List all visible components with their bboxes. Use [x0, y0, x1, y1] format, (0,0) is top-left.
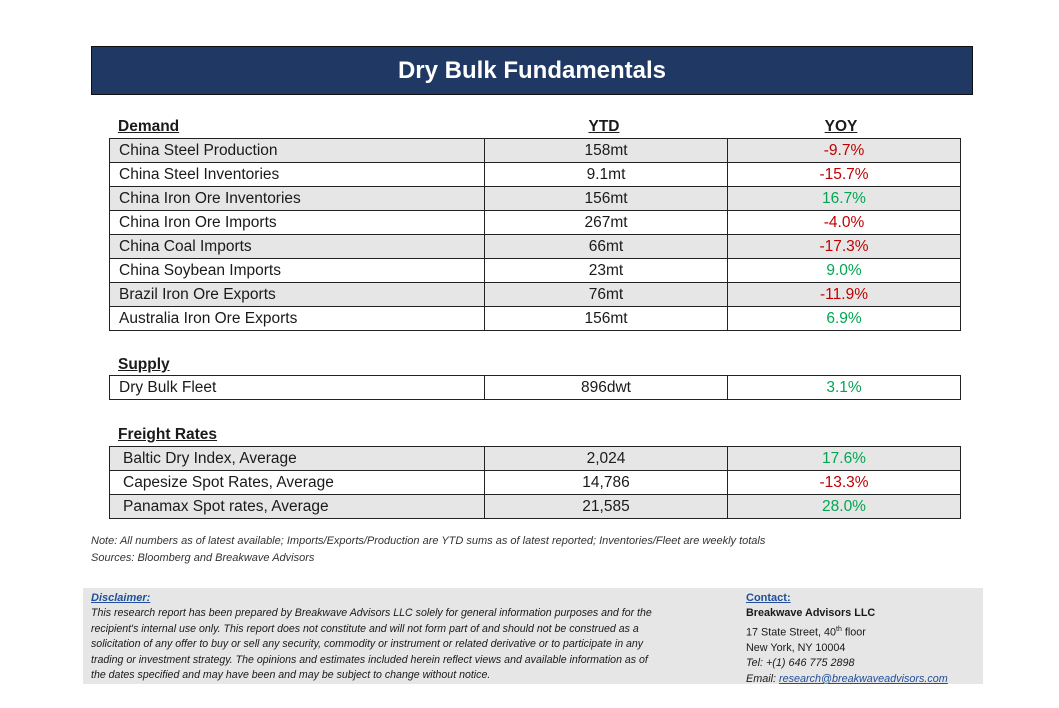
contact-street: 17 State Street, 40th floor	[746, 625, 866, 639]
yoy-change-cell: -17.3%	[727, 234, 961, 259]
metric-name-cell: Capesize Spot Rates, Average	[109, 470, 485, 495]
ytd-value-cell: 158mt	[484, 138, 728, 163]
yoy-change-cell: 3.1%	[727, 375, 961, 400]
contact-phone: Tel: +(1) 646 775 2898	[746, 657, 855, 670]
contact-city: New York, NY 10004	[746, 641, 846, 654]
ytd-column-header: YTD	[588, 118, 620, 135]
yoy-change-cell: 9.0%	[727, 258, 961, 283]
freight-section-heading: Freight Rates	[118, 426, 218, 443]
ytd-value-cell: 156mt	[484, 306, 728, 331]
table-row: Baltic Dry Index, Average 2,024 17.6%	[109, 446, 961, 471]
demand-table: China Steel Production 158mt -9.7% China St…	[109, 138, 961, 331]
sources-note: Sources: Bloomberg and Breakwave Advisor…	[91, 552, 315, 564]
metric-name-cell: China Soybean Imports	[109, 258, 485, 283]
yoy-change-cell: -4.0%	[727, 210, 961, 235]
disclaimer-line: recipient's internal use only. This repo…	[91, 622, 639, 635]
ytd-value-cell: 9.1mt	[484, 162, 728, 187]
table-row: Australia Iron Ore Exports 156mt 6.9%	[109, 306, 961, 331]
table-row: China Iron Ore Imports 267mt -4.0%	[109, 210, 961, 235]
table-row: China Iron Ore Inventories 156mt 16.7%	[109, 186, 961, 211]
table-row: China Soybean Imports 23mt 9.0%	[109, 258, 961, 283]
metric-name-cell: Australia Iron Ore Exports	[109, 306, 485, 331]
disclaimer: Disclaimer: This research report has bee…	[91, 590, 731, 684]
contact-heading: Contact:	[746, 592, 791, 604]
footnote: Note: All numbers as of latest available…	[91, 535, 766, 547]
yoy-column-header: YOY	[824, 118, 858, 135]
yoy-change-cell: -11.9%	[727, 282, 961, 307]
title-banner: Dry Bulk Fundamentals	[91, 46, 973, 95]
yoy-change-cell: -13.3%	[727, 470, 961, 495]
metric-name-cell: Dry Bulk Fleet	[109, 375, 485, 400]
metric-name-cell: China Coal Imports	[109, 234, 485, 259]
yoy-change-cell: 6.9%	[727, 306, 961, 331]
ytd-value-cell: 76mt	[484, 282, 728, 307]
ytd-value-cell: 21,585	[484, 494, 728, 519]
metric-name-cell: Baltic Dry Index, Average	[109, 446, 485, 471]
table-row: Capesize Spot Rates, Average 14,786 -13.3%	[109, 470, 961, 495]
contact-block: Contact: Breakwave Advisors LLC 17 State…	[746, 590, 981, 688]
ytd-value-cell: 14,786	[484, 470, 728, 495]
yoy-change-cell: 16.7%	[727, 186, 961, 211]
ytd-value-cell: 267mt	[484, 210, 728, 235]
contact-email-line: Email: research@breakwaveadvisors.com	[746, 672, 948, 685]
supply-table: Dry Bulk Fleet 896dwt 3.1%	[109, 375, 961, 400]
ytd-value-cell: 23mt	[484, 258, 728, 283]
table-row: Dry Bulk Fleet 896dwt 3.1%	[109, 375, 961, 400]
table-row: China Steel Production 158mt -9.7%	[109, 138, 961, 163]
yoy-change-cell: -15.7%	[727, 162, 961, 187]
disclaimer-line: trading or investment strategy. The opin…	[91, 653, 648, 666]
metric-name-cell: Brazil Iron Ore Exports	[109, 282, 485, 307]
email-link[interactable]: research@breakwaveadvisors.com	[779, 672, 948, 685]
metric-name-cell: China Steel Production	[109, 138, 485, 163]
demand-section-heading: Demand	[118, 118, 180, 135]
disclaimer-heading: Disclaimer:	[91, 592, 151, 604]
table-row: China Coal Imports 66mt -17.3%	[109, 234, 961, 259]
metric-name-cell: Panamax Spot rates, Average	[109, 494, 485, 519]
metric-name-cell: China Steel Inventories	[109, 162, 485, 187]
disclaimer-line: solicitation of any offer to buy or sell…	[91, 638, 644, 651]
table-row: China Steel Inventories 9.1mt -15.7%	[109, 162, 961, 187]
disclaimer-line: the dates specified and may have been an…	[91, 669, 491, 682]
disclaimer-line: This research report has been prepared b…	[91, 607, 652, 619]
yoy-change-cell: 17.6%	[727, 446, 961, 471]
supply-section-heading: Supply	[118, 356, 170, 373]
ytd-value-cell: 156mt	[484, 186, 728, 211]
yoy-change-cell: 28.0%	[727, 494, 961, 519]
ytd-value-cell: 2,024	[484, 446, 728, 471]
table-row: Panamax Spot rates, Average 21,585 28.0%	[109, 494, 961, 519]
metric-name-cell: China Iron Ore Imports	[109, 210, 485, 235]
metric-name-cell: China Iron Ore Inventories	[109, 186, 485, 211]
page-title: Dry Bulk Fundamentals	[397, 56, 667, 84]
freight-rates-table: Baltic Dry Index, Average 2,024 17.6% Capes…	[109, 446, 961, 519]
yoy-change-cell: -9.7%	[727, 138, 961, 163]
ytd-value-cell: 896dwt	[484, 375, 728, 400]
ytd-value-cell: 66mt	[484, 234, 728, 259]
table-row: Brazil Iron Ore Exports 76mt -11.9%	[109, 282, 961, 307]
contact-company: Breakwave Advisors LLC	[746, 607, 876, 619]
disclaimer-box: Disclaimer: This research report has bee…	[83, 588, 983, 685]
